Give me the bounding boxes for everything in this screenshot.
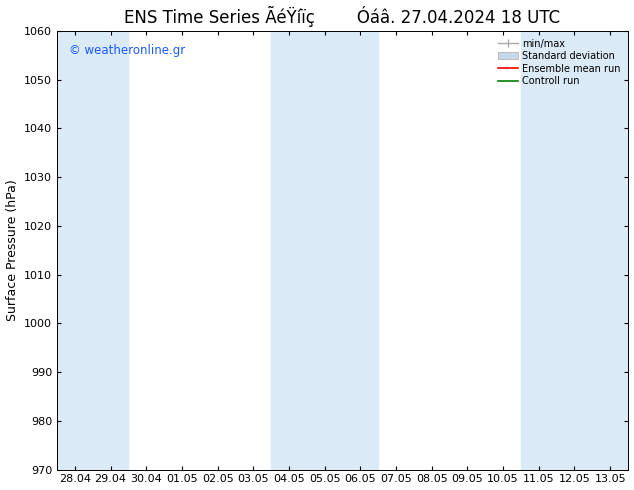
Bar bbox=[271, 31, 378, 469]
Text: © weatheronline.gr: © weatheronline.gr bbox=[68, 44, 184, 57]
Bar bbox=[521, 31, 628, 469]
Y-axis label: Surface Pressure (hPa): Surface Pressure (hPa) bbox=[6, 179, 18, 321]
Bar bbox=[57, 31, 129, 469]
Title: ENS Time Series ÃéŸíïç        Óáâ. 27.04.2024 18 UTC: ENS Time Series ÃéŸíïç Óáâ. 27.04.2024 1… bbox=[124, 5, 560, 26]
Legend: min/max, Standard deviation, Ensemble mean run, Controll run: min/max, Standard deviation, Ensemble me… bbox=[495, 36, 623, 89]
